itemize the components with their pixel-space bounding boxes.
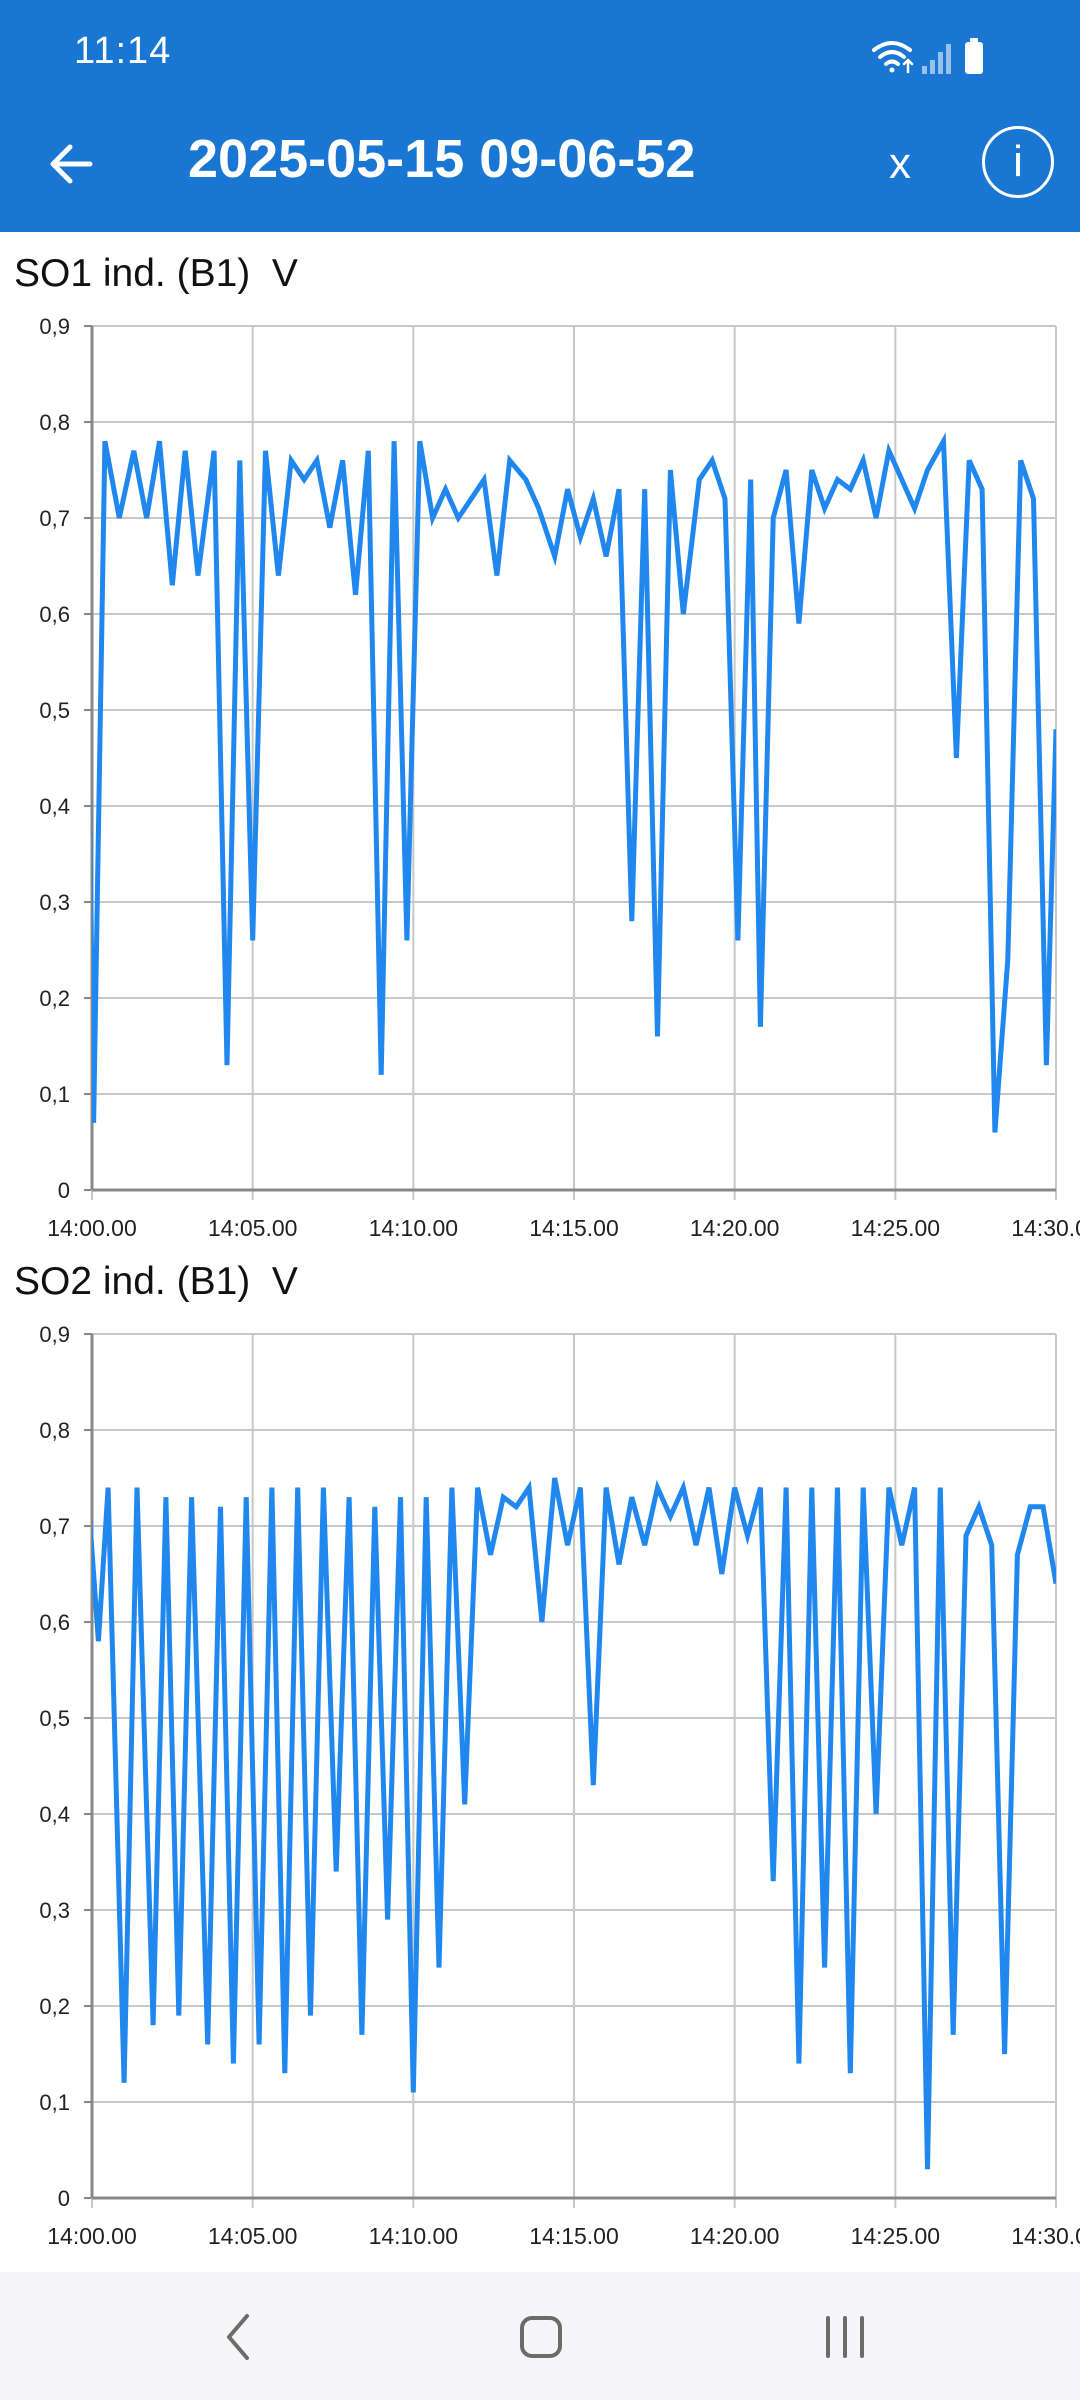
x-tick-label: 14:25.00 <box>851 1215 941 1241</box>
wifi-icon <box>872 41 914 74</box>
x-tick-label: 14:10.00 <box>369 2223 459 2249</box>
info-button[interactable]: i <box>982 126 1054 198</box>
y-tick-label: 0,5 <box>39 1706 70 1731</box>
y-tick-label: 0,1 <box>39 2090 70 2115</box>
chart-1-title: SO1 ind. (B1) V <box>14 252 298 295</box>
nav-recents-button[interactable] <box>810 2302 880 2372</box>
y-tick-label: 0,6 <box>39 1610 70 1635</box>
navigation-bar <box>0 2272 1080 2400</box>
info-icon: i <box>1013 137 1023 186</box>
x-tick-label: 14:10.00 <box>369 1215 459 1241</box>
y-tick-label: 0,8 <box>39 1418 70 1443</box>
x-tick-label: 14:25.00 <box>851 2223 941 2249</box>
y-tick-label: 0 <box>58 2186 70 2211</box>
back-arrow-icon <box>50 144 93 184</box>
y-tick-label: 0,9 <box>39 314 70 339</box>
signal-icon <box>922 44 951 74</box>
back-button[interactable] <box>40 132 104 196</box>
y-tick-label: 0,7 <box>39 1514 70 1539</box>
y-tick-label: 0,4 <box>39 1802 70 1827</box>
y-tick-label: 0,3 <box>39 1898 70 1923</box>
y-tick-label: 0 <box>58 1178 70 1203</box>
status-time: 11:14 <box>74 30 172 72</box>
nav-recents-icon <box>826 2316 864 2358</box>
x-tick-label: 14:05.00 <box>208 1215 298 1241</box>
nav-back-button[interactable] <box>205 2302 275 2372</box>
y-tick-label: 0,4 <box>39 794 70 819</box>
y-tick-label: 0,2 <box>39 986 70 1011</box>
status-bar: 11:14 <box>0 0 1080 110</box>
y-tick-label: 0,3 <box>39 890 70 915</box>
x-tick-label: 14:05.00 <box>208 2223 298 2249</box>
battery-icon <box>965 38 983 74</box>
y-tick-label: 0,6 <box>39 602 70 627</box>
chart-2-title: SO2 ind. (B1) V <box>14 1260 298 1303</box>
so2-line-chart: 0 0,1 0,2 0,3 0,4 0,5 0,6 0,7 0,8 0,9 14:00.00 14:0… <box>39 1322 1080 2249</box>
y-tick-label: 0,7 <box>39 506 70 531</box>
nav-back-icon <box>227 2314 249 2360</box>
x-tick-label: 14:20.00 <box>690 2223 780 2249</box>
status-icons <box>870 34 1010 78</box>
x-tick-label: 14:00.00 <box>47 1215 137 1241</box>
nav-home-icon <box>520 2316 562 2358</box>
page-title: 2025-05-15 09-06-52 <box>188 129 696 189</box>
so1-line-chart: 0 0,1 0,2 0,3 0,4 0,5 0,6 0,7 0,8 0,9 14:00.00 14:0… <box>39 314 1080 1241</box>
x-tick-label: 14:30.00 <box>1011 1215 1080 1241</box>
y-tick-label: 0,2 <box>39 1994 70 2019</box>
y-tick-label: 0,1 <box>39 1082 70 1107</box>
x-tick-label: 14:20.00 <box>690 1215 780 1241</box>
x-tick-label: 14:15.00 <box>529 2223 619 2249</box>
x-tick-label: 14:30.00 <box>1011 2223 1080 2249</box>
nav-home-button[interactable] <box>506 2302 576 2372</box>
y-tick-label: 0,5 <box>39 698 70 723</box>
series-line-1 <box>92 1477 1056 2170</box>
series-line-1 <box>92 432 1056 1133</box>
x-tick-label: 14:00.00 <box>47 2223 137 2249</box>
close-button[interactable]: x <box>889 139 911 188</box>
y-tick-label: 0,9 <box>39 1322 70 1347</box>
y-tick-label: 0,8 <box>39 410 70 435</box>
app-bar: 2025-05-15 09-06-52 x i <box>0 110 1080 232</box>
x-tick-label: 14:15.00 <box>529 1215 619 1241</box>
